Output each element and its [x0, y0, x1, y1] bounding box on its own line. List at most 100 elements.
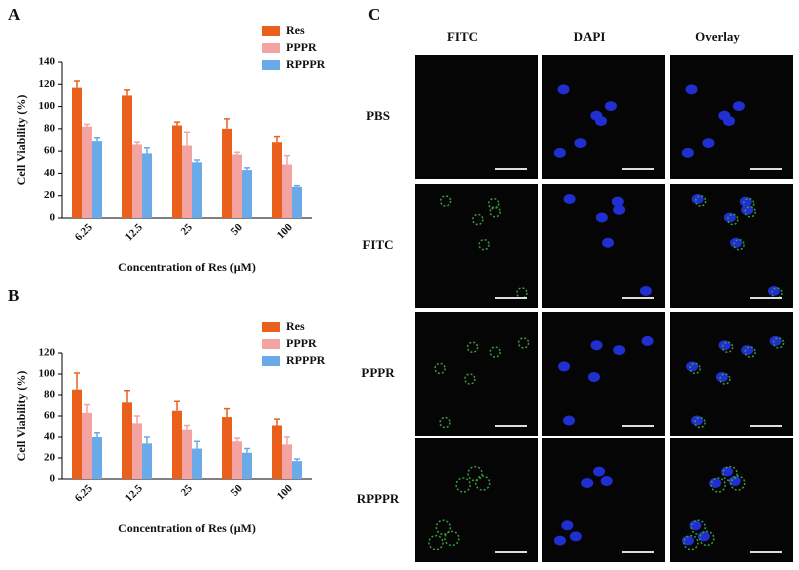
micrograph [542, 184, 665, 308]
image-bg [542, 312, 665, 436]
nucleus [728, 476, 741, 487]
x-tick-label: 100 [275, 221, 296, 242]
y-tick-label: 120 [39, 347, 56, 359]
green-signal [428, 534, 444, 551]
y-tick-label: 80 [44, 389, 56, 401]
x-axis-label: Concentration of Res (μM) [118, 521, 256, 535]
nucleus [569, 531, 582, 542]
nucleus [718, 110, 731, 121]
error-bar [84, 403, 90, 413]
error-bar [294, 458, 300, 462]
green-signal [464, 373, 476, 385]
nucleus [611, 196, 624, 207]
bar [272, 142, 282, 218]
green-signal [439, 195, 452, 207]
panel-label: A [8, 5, 21, 24]
x-tick-label: 6.25 [73, 482, 95, 504]
x-tick-label: 25 [179, 221, 196, 238]
nucleus [613, 204, 626, 215]
nucleus [685, 84, 698, 95]
green-signal [455, 477, 471, 493]
micrograph [415, 184, 538, 308]
bar [192, 162, 202, 218]
error-bar [184, 131, 190, 146]
micrograph [670, 184, 793, 308]
error-bar [134, 415, 140, 424]
bar [82, 126, 92, 218]
error-bar [144, 436, 150, 444]
x-tick-label: 6.25 [73, 221, 95, 243]
error-bar [274, 418, 280, 426]
nucleus [686, 361, 699, 372]
bar [142, 153, 152, 218]
error-bar [124, 390, 130, 403]
bar [242, 452, 252, 479]
micrograph [415, 312, 538, 436]
y-tick-label: 140 [39, 56, 56, 68]
nucleus [581, 478, 594, 489]
green-signal [683, 534, 699, 551]
nucleus [702, 138, 715, 149]
legend-swatch [262, 26, 280, 36]
bar [172, 125, 182, 218]
bar [282, 444, 292, 479]
green-signal [439, 416, 451, 429]
bar [72, 389, 82, 479]
nucleus [681, 147, 694, 158]
y-tick-label: 60 [44, 410, 56, 422]
bar [132, 144, 142, 218]
error-bar [244, 167, 250, 171]
x-axis-label: Concentration of Res (μM) [118, 260, 256, 274]
bar [92, 141, 102, 218]
green-signal [434, 362, 446, 375]
nucleus [593, 466, 606, 477]
nucleus [689, 520, 702, 531]
bar [132, 423, 142, 479]
micrograph [415, 438, 538, 562]
column-header: DAPI [574, 29, 606, 44]
green-signal [489, 206, 501, 218]
x-tick-label: 50 [229, 221, 246, 238]
nucleus [767, 285, 780, 296]
bar [232, 441, 242, 479]
y-tick-label: 0 [50, 473, 56, 485]
legend-swatch [262, 322, 280, 332]
bar [172, 410, 182, 479]
legend-swatch [262, 339, 280, 349]
y-tick-label: 120 [39, 78, 56, 90]
bar [292, 461, 302, 479]
green-signal [516, 287, 528, 299]
nucleus [739, 196, 752, 207]
row-label: RPPPR [357, 491, 400, 506]
green-signal [719, 373, 731, 385]
nucleus [718, 340, 731, 351]
bar [222, 417, 232, 479]
error-bar [274, 135, 280, 143]
green-signal [690, 519, 707, 536]
green-signal [435, 519, 452, 536]
nucleus [741, 204, 754, 215]
y-tick-label: 100 [39, 368, 56, 380]
micrograph [542, 312, 665, 436]
nucleus [595, 212, 608, 223]
micrograph [542, 438, 665, 562]
green-signal [721, 341, 734, 354]
bar [272, 425, 282, 479]
row-label: PBS [366, 108, 390, 123]
nucleus [709, 478, 722, 489]
nucleus [691, 415, 704, 426]
y-tick-label: 60 [44, 145, 56, 157]
error-bar [294, 184, 300, 187]
green-signal [744, 206, 756, 218]
bar [182, 429, 192, 479]
bar [192, 448, 202, 479]
error-bar [184, 424, 190, 430]
nucleus [641, 335, 654, 346]
green-signal [729, 475, 746, 491]
nucleus [553, 147, 566, 158]
error-bar [244, 447, 250, 453]
error-bar [134, 141, 140, 145]
x-tick-label: 100 [275, 482, 296, 503]
green-signal [733, 238, 745, 251]
green-signal [699, 530, 715, 547]
